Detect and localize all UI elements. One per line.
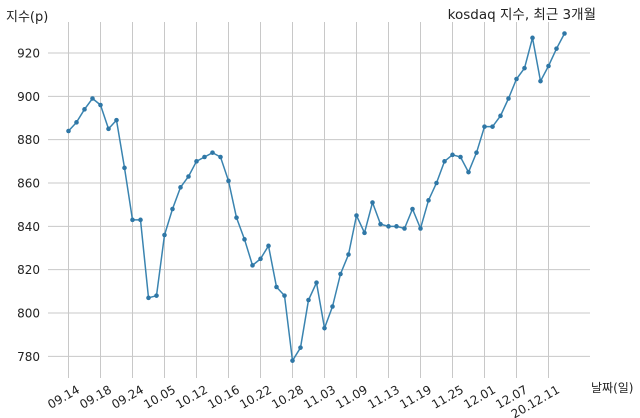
data-point	[522, 65, 527, 71]
y-tick-label: 880	[17, 133, 40, 147]
data-point	[530, 35, 535, 41]
data-point	[274, 284, 279, 290]
y-tick-label: 860	[17, 177, 40, 191]
y-tick-labels: 780 800 820 840 860 880 900 920	[17, 47, 40, 364]
data-point	[90, 96, 95, 101]
data-point	[450, 152, 455, 158]
data-point	[330, 304, 335, 309]
data-point	[234, 215, 239, 220]
data-point	[394, 224, 399, 229]
data-point	[346, 252, 351, 257]
data-point	[370, 200, 375, 205]
x-tick-label: 09.14	[45, 382, 82, 411]
data-point	[210, 150, 215, 155]
data-point	[130, 217, 135, 223]
data-point	[218, 154, 223, 160]
x-tick-label: 10.12	[173, 382, 210, 411]
data-points	[66, 31, 567, 363]
x-tick-label: 10.28	[269, 382, 306, 411]
data-point	[314, 280, 319, 285]
data-point	[154, 293, 159, 298]
data-point	[386, 224, 391, 229]
data-point	[498, 113, 503, 119]
data-point	[162, 232, 167, 238]
data-point	[194, 159, 199, 164]
data-point	[466, 169, 471, 175]
x-tick-label: 10.22	[237, 382, 274, 411]
x-tick-label: 09.18	[77, 382, 114, 411]
data-point	[242, 237, 247, 242]
data-point	[378, 221, 383, 227]
data-point	[138, 217, 143, 223]
y-tick-label: 900	[17, 90, 40, 104]
x-tick-label: 11.03	[301, 382, 338, 411]
data-point	[106, 126, 111, 132]
data-point	[290, 358, 295, 363]
data-point	[282, 293, 287, 298]
kosdaq-index-line	[67, 33, 566, 363]
chart-title: kosdaq 지수, 최근 3개월	[448, 7, 596, 23]
y-axis-label: 지수(p)	[6, 10, 48, 25]
data-point	[554, 46, 559, 51]
data-point	[354, 213, 359, 218]
x-tick-label: 11.09	[333, 382, 370, 411]
x-tick-labels: 09.1409.1809.2410.0510.1210.1610.2210.28…	[45, 382, 562, 418]
data-point	[482, 124, 487, 129]
data-point	[426, 198, 431, 203]
x-tick-label: 11.19	[397, 382, 434, 411]
data-point	[474, 150, 479, 155]
data-point	[226, 178, 231, 184]
data-point	[170, 206, 175, 212]
x-tick-label: 10.16	[205, 382, 242, 411]
data-point	[562, 31, 567, 36]
data-point	[114, 117, 119, 123]
data-point	[258, 256, 263, 262]
x-tick-label: 11.25	[429, 382, 466, 411]
y-tick-label: 840	[17, 220, 40, 234]
data-point	[538, 78, 543, 84]
data-point	[514, 76, 519, 82]
data-point	[410, 206, 415, 212]
data-point	[362, 230, 367, 236]
y-tick-label: 920	[17, 47, 40, 61]
data-point	[146, 295, 151, 301]
y-tick-label: 780	[17, 350, 40, 364]
x-tick-label: 09.24	[109, 382, 146, 411]
x-tick-label: 12.01	[461, 382, 498, 411]
x-tick-label: 11.13	[365, 382, 402, 411]
grid-lines	[48, 22, 590, 378]
data-point	[434, 180, 439, 186]
data-point	[122, 165, 127, 171]
data-point	[506, 96, 511, 101]
data-point	[266, 243, 271, 249]
data-point	[402, 226, 407, 231]
data-point	[74, 120, 79, 125]
y-tick-label: 800	[17, 307, 40, 321]
data-point	[98, 102, 103, 108]
data-point	[442, 159, 447, 164]
data-point	[338, 271, 343, 277]
data-point	[458, 154, 463, 160]
data-point	[418, 226, 423, 231]
data-point	[178, 185, 183, 190]
x-tick-label: 10.05	[141, 382, 178, 411]
data-point	[306, 297, 311, 303]
data-point	[82, 107, 87, 112]
data-point	[322, 325, 327, 331]
data-point	[490, 124, 495, 129]
x-axis-label: 날짜(일)	[591, 381, 633, 395]
y-tick-label: 820	[17, 263, 40, 277]
data-point	[250, 263, 255, 268]
data-point	[546, 63, 551, 69]
data-point	[202, 154, 207, 160]
data-point	[298, 345, 303, 350]
data-point	[66, 128, 71, 134]
data-point	[186, 174, 191, 179]
